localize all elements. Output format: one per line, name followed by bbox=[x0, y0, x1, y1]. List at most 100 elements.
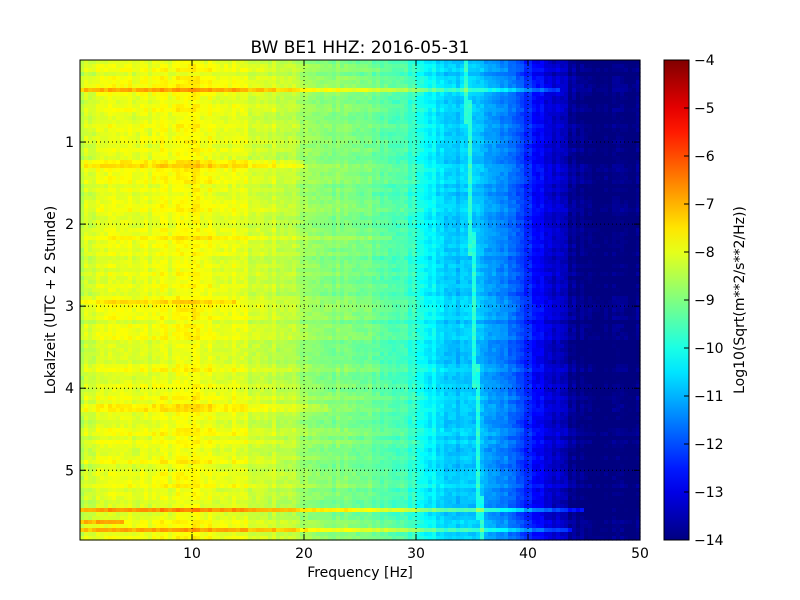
heatmap-cell bbox=[92, 132, 97, 137]
heatmap-cell bbox=[444, 148, 449, 153]
heatmap-cell bbox=[476, 168, 481, 173]
heatmap-cell bbox=[292, 84, 297, 89]
heatmap-cell bbox=[400, 188, 405, 193]
heatmap-cell bbox=[552, 168, 557, 173]
heatmap-cell bbox=[396, 168, 401, 173]
heatmap-cell bbox=[108, 120, 113, 125]
heatmap-cell bbox=[92, 160, 97, 165]
heatmap-cell bbox=[256, 88, 261, 93]
heatmap-cell bbox=[440, 84, 445, 89]
heatmap-cell bbox=[524, 188, 529, 193]
heatmap-cell bbox=[188, 140, 193, 145]
heatmap-cell bbox=[188, 160, 193, 165]
heatmap-cell bbox=[496, 60, 501, 65]
heatmap-cell bbox=[228, 196, 233, 201]
heatmap-cell bbox=[488, 64, 493, 69]
heatmap-cell bbox=[436, 88, 441, 93]
heatmap-cell bbox=[372, 120, 377, 125]
heatmap-cell bbox=[524, 184, 529, 189]
heatmap-cell bbox=[480, 88, 485, 93]
heatmap-cell bbox=[104, 92, 109, 97]
heatmap-cell bbox=[160, 168, 165, 173]
heatmap-cell bbox=[232, 168, 237, 173]
heatmap-cell bbox=[216, 144, 221, 149]
heatmap-cell bbox=[532, 112, 537, 117]
heatmap-cell bbox=[404, 184, 409, 189]
heatmap-cell bbox=[352, 164, 357, 169]
heatmap-cell bbox=[236, 196, 241, 201]
heatmap-cell bbox=[232, 180, 237, 185]
heatmap-cell bbox=[404, 108, 409, 113]
heatmap-cell bbox=[520, 188, 525, 193]
heatmap-cell bbox=[412, 200, 417, 205]
heatmap-cell bbox=[196, 124, 201, 129]
heatmap-cell bbox=[372, 184, 377, 189]
heatmap-cell bbox=[340, 132, 345, 137]
heatmap-cell bbox=[228, 96, 233, 101]
heatmap-cell bbox=[416, 184, 421, 189]
heatmap-cell bbox=[88, 136, 93, 141]
heatmap-cell bbox=[488, 76, 493, 81]
heatmap-cell bbox=[604, 152, 609, 157]
heatmap-cell bbox=[256, 132, 261, 137]
heatmap-cell bbox=[164, 176, 169, 181]
heatmap-cell bbox=[548, 124, 553, 129]
heatmap-cell bbox=[184, 60, 189, 65]
heatmap-cell bbox=[256, 64, 261, 69]
heatmap-cell bbox=[96, 200, 101, 205]
heatmap-cell bbox=[240, 76, 245, 81]
heatmap-cell bbox=[192, 196, 197, 201]
heatmap-cell bbox=[348, 176, 353, 181]
heatmap-cell bbox=[324, 132, 329, 137]
heatmap-cell bbox=[412, 132, 417, 137]
heatmap-cell bbox=[384, 64, 389, 69]
heatmap-cell bbox=[340, 88, 345, 93]
heatmap-cell bbox=[368, 112, 373, 117]
heatmap-cell bbox=[140, 112, 145, 117]
heatmap-cell bbox=[280, 176, 285, 181]
heatmap-cell bbox=[544, 112, 549, 117]
heatmap-cell bbox=[180, 72, 185, 77]
heatmap-cell bbox=[272, 176, 277, 181]
heatmap-cell bbox=[632, 196, 637, 201]
heatmap-cell bbox=[596, 196, 601, 201]
heatmap-cell bbox=[576, 76, 581, 81]
heatmap-cell bbox=[480, 64, 485, 69]
heatmap-cell bbox=[128, 132, 133, 137]
heatmap-cell bbox=[448, 124, 453, 129]
heatmap-cell bbox=[408, 156, 413, 161]
heatmap-cell bbox=[636, 164, 641, 169]
heatmap-cell bbox=[512, 184, 517, 189]
heatmap-cell bbox=[180, 152, 185, 157]
heatmap-cell bbox=[464, 108, 469, 113]
heatmap-cell bbox=[300, 112, 305, 117]
heatmap-cell bbox=[216, 132, 221, 137]
heatmap-cell bbox=[504, 76, 509, 81]
heatmap-cell bbox=[572, 172, 577, 177]
heatmap-cell bbox=[316, 184, 321, 189]
heatmap-cell bbox=[232, 120, 237, 125]
heatmap-cell bbox=[144, 72, 149, 77]
heatmap-cell bbox=[292, 172, 297, 177]
heatmap-cell bbox=[260, 144, 265, 149]
heatmap-cell bbox=[128, 172, 133, 177]
heatmap-cell bbox=[236, 128, 241, 133]
heatmap-cell bbox=[384, 72, 389, 77]
heatmap-cell bbox=[628, 184, 633, 189]
heatmap-cell bbox=[308, 80, 313, 85]
heatmap-cell bbox=[236, 80, 241, 85]
heatmap-cell bbox=[88, 104, 93, 109]
heatmap-cell bbox=[540, 184, 545, 189]
heatmap-cell bbox=[616, 100, 621, 105]
heatmap-cell bbox=[168, 68, 173, 73]
heatmap-cell bbox=[472, 136, 477, 141]
heatmap-cell bbox=[452, 80, 457, 85]
heatmap-cell bbox=[484, 140, 489, 145]
heatmap-cell bbox=[188, 68, 193, 73]
heatmap-cell bbox=[96, 136, 101, 141]
heatmap-cell bbox=[608, 64, 613, 69]
heatmap-cell bbox=[204, 172, 209, 177]
heatmap-cell bbox=[268, 104, 273, 109]
heatmap-cell bbox=[208, 196, 213, 201]
heatmap-cell bbox=[468, 172, 473, 177]
